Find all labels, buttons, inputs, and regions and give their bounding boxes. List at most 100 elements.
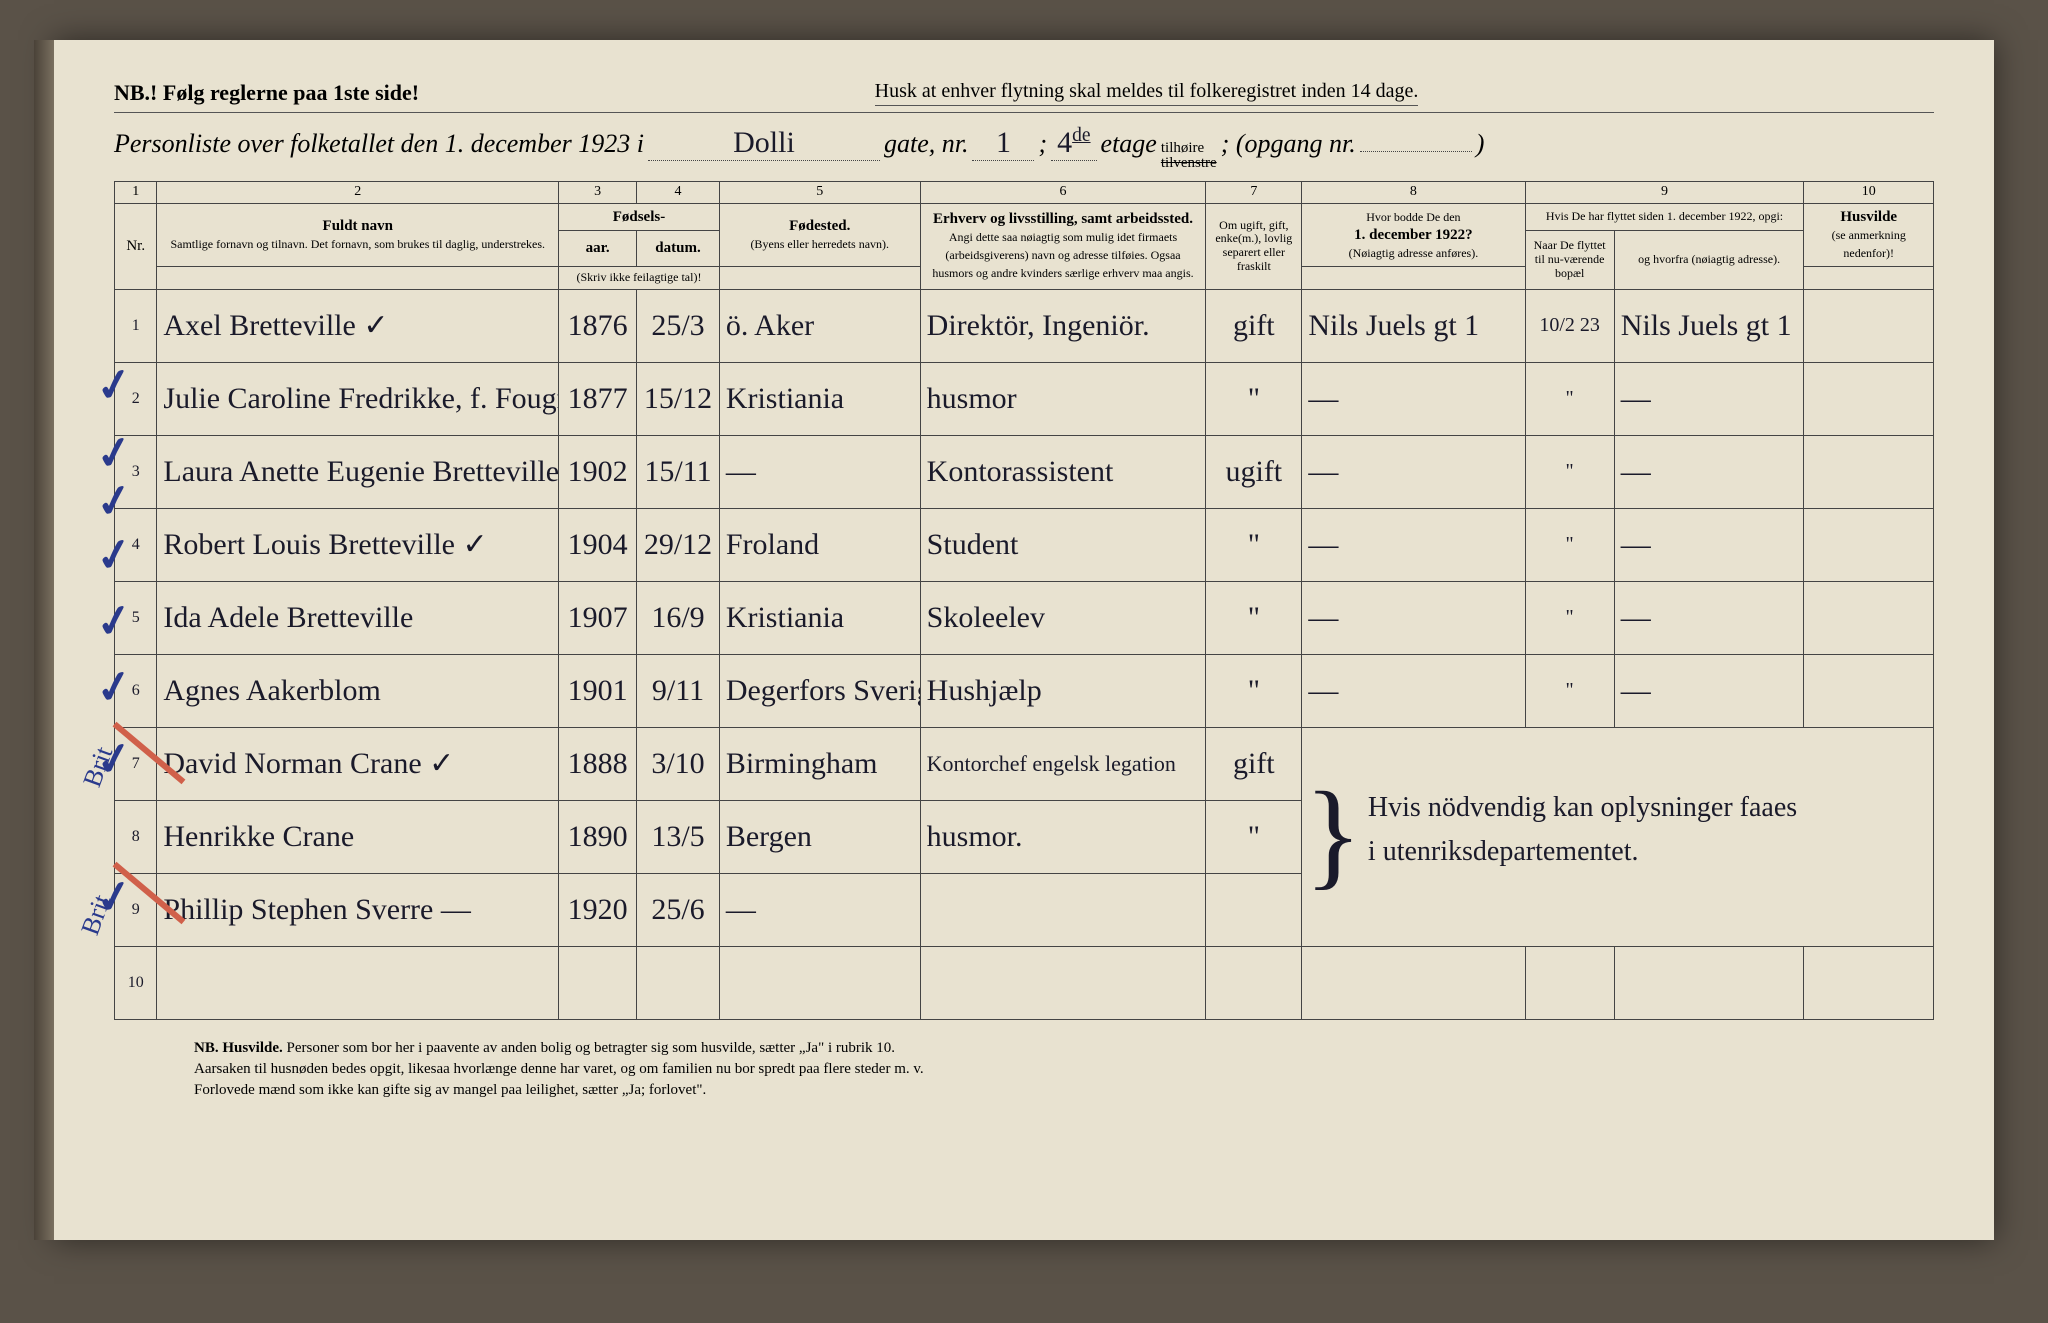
hdr-erhverv: Erhverv og livsstilling, samt arbeidsste… (920, 203, 1206, 289)
cell-year (559, 946, 637, 1019)
cell-date: 13/5 (637, 800, 720, 873)
hdr-aar-sub: (Skriv ikke feilagtige tal)! (559, 266, 720, 289)
table-row: 3Laura Anette Eugenie Bretteville190215/… (115, 435, 1934, 508)
cell-when: " (1525, 508, 1614, 581)
cell-occ: Hushjælp (920, 654, 1206, 727)
cell-name: Julie Caroline Fredrikke, f. Fougner (157, 362, 559, 435)
cell-place: Kristiania (719, 362, 920, 435)
cell-name: Phillip Stephen Sverre — (157, 873, 559, 946)
husk-instruction: Husk at enhver flytning skal meldes til … (875, 80, 1419, 106)
cell-date: 15/11 (637, 435, 720, 508)
table-row: 5Ida Adele Bretteville190716/9Kristiania… (115, 581, 1934, 654)
cell-occ: Kontorchef engelsk legation (920, 727, 1206, 800)
cell-stat (1206, 873, 1302, 946)
cell-from: Nils Juels gt 1 (1614, 289, 1804, 362)
cell-occ: Student (920, 508, 1206, 581)
cell-date: 25/3 (637, 289, 720, 362)
col-num-7: 7 (1206, 182, 1302, 204)
col-num-10: 10 (1804, 182, 1934, 204)
cell-place: Birmingham (719, 727, 920, 800)
footer-line2: Aarsaken til husnøden bedes opgit, likes… (194, 1061, 924, 1077)
cell-occ (920, 873, 1206, 946)
opgang-label: ; (opgang nr. (1221, 129, 1356, 159)
etage-label: etage (1101, 129, 1157, 159)
side-options: tilhøire tilvenstre (1161, 141, 1217, 171)
cell-year: 1877 (559, 362, 637, 435)
table-row: 7David Norman Crane ✓18883/10BirminghamK… (115, 727, 1934, 800)
col-num-1: 1 (115, 182, 157, 204)
cell-occ (920, 946, 1206, 1019)
col-num-5: 5 (719, 182, 920, 204)
table-header: 1 2 3 4 5 6 7 8 9 10 Nr. Fuldt navn Samt… (115, 182, 1934, 290)
sep: ; (1038, 129, 1047, 159)
cell-stat: " (1206, 800, 1302, 873)
cell-from: — (1614, 654, 1804, 727)
hdr-flyttet: Hvis De har flyttet siden 1. december 19… (1525, 203, 1804, 230)
cell-place: Froland (719, 508, 920, 581)
opgang-field (1360, 151, 1472, 152)
cell-name: Agnes Aakerblom (157, 654, 559, 727)
cell-from: — (1614, 362, 1804, 435)
cell-nr: 10 (115, 946, 157, 1019)
table-row: 10 (115, 946, 1934, 1019)
cell-addr22: — (1302, 654, 1525, 727)
cell-date (637, 946, 720, 1019)
hdr-datum: datum. (637, 230, 720, 266)
footer-nb: NB. Husvilde. (194, 1040, 283, 1056)
cell-addr22: — (1302, 581, 1525, 654)
footer-note: NB. Husvilde. Personer som bor her i paa… (114, 1038, 1934, 1101)
cell-date: 29/12 (637, 508, 720, 581)
cell-addr22: — (1302, 508, 1525, 581)
cell-date: 25/6 (637, 873, 720, 946)
hdr-hvorfra: og hvorfra (nøiagtig adresse). (1614, 230, 1804, 289)
cell-stat: gift (1206, 289, 1302, 362)
cell-year: 1920 (559, 873, 637, 946)
cell-place: — (719, 873, 920, 946)
header-instruction-row: NB.! Følg reglerne paa 1ste side! Husk a… (114, 80, 1934, 113)
cell-occ: Skoleelev (920, 581, 1206, 654)
cell-year: 1907 (559, 581, 637, 654)
table-body: 1Axel Bretteville ✓187625/3ö. AkerDirekt… (115, 289, 1934, 1019)
cell-husv (1804, 362, 1934, 435)
census-page: NB.! Følg reglerne paa 1ste side! Husk a… (54, 40, 1994, 1240)
cell-when: 10/2 23 (1525, 289, 1614, 362)
hdr-fodested: Fødested. (Byens eller herredets navn). (719, 203, 920, 266)
col-num-6: 6 (920, 182, 1206, 204)
cell-husv (1804, 946, 1934, 1019)
gate-label: gate, nr. (884, 129, 969, 159)
cell-husv (1804, 654, 1934, 727)
cell-husv (1804, 508, 1934, 581)
cell-occ: husmor. (920, 800, 1206, 873)
footer-line1: Personer som bor her i paavente av anden… (287, 1040, 895, 1056)
hdr-nr: Nr. (115, 203, 157, 289)
cell-date: 3/10 (637, 727, 720, 800)
cell-stat: " (1206, 362, 1302, 435)
cell-name: Laura Anette Eugenie Bretteville (157, 435, 559, 508)
cell-year: 1904 (559, 508, 637, 581)
cell-year: 1876 (559, 289, 637, 362)
cell-when: " (1525, 435, 1614, 508)
table-row: 6Agnes Aakerblom19019/11Degerfors Sverig… (115, 654, 1934, 727)
page-binding-edge (34, 40, 54, 1240)
cell-nr: 1 (115, 289, 157, 362)
opgang-close: ) (1476, 129, 1485, 159)
cell-name: Ida Adele Bretteville (157, 581, 559, 654)
cell-from: — (1614, 508, 1804, 581)
cell-date: 15/12 (637, 362, 720, 435)
cell-place: Bergen (719, 800, 920, 873)
hdr-fodsels: Fødsels- (559, 203, 720, 230)
cell-from (1614, 946, 1804, 1019)
cell-stat: " (1206, 654, 1302, 727)
hdr-name: Fuldt navn Samtlige fornavn og tilnavn. … (157, 203, 559, 266)
gate-nr-field: 1 (972, 126, 1034, 161)
table-row: 1Axel Bretteville ✓187625/3ö. AkerDirekt… (115, 289, 1934, 362)
cell-husv (1804, 435, 1934, 508)
col-num-2: 2 (157, 182, 559, 204)
hdr-1922: Hvor bodde De den 1. december 1922? (Nøi… (1302, 203, 1525, 266)
cell-date: 16/9 (637, 581, 720, 654)
cell-brace-note: } Hvis nödvendig kan oplysninger faaesi … (1302, 727, 1934, 946)
etage-nr-field: 4de (1051, 125, 1096, 161)
cell-year: 1902 (559, 435, 637, 508)
hdr-husvilde: Husvilde (se anmerkning nedenfor)! (1804, 203, 1934, 266)
hdr-naar: Naar De flyttet til nu-værende bopæl (1525, 230, 1614, 289)
